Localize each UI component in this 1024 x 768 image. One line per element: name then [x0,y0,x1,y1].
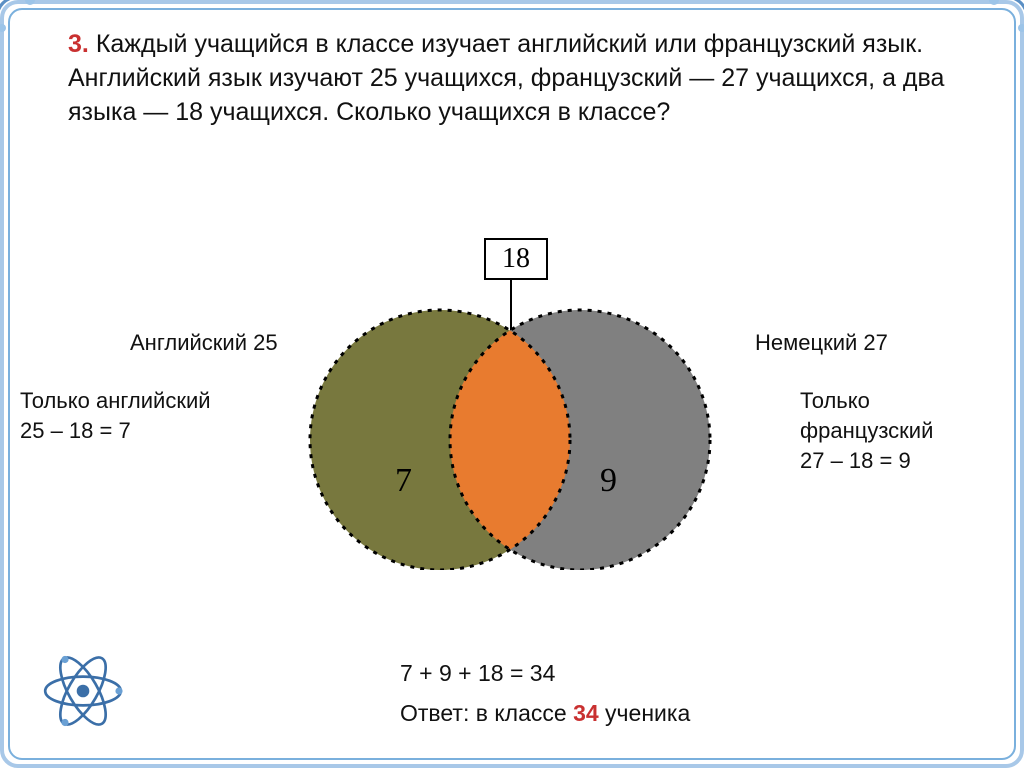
answer-suffix: ученика [599,700,691,726]
problem-number: 3. [68,30,89,58]
calc-right-only-expr: 27 – 18 = 9 [800,448,911,474]
calc-right-only-title-1: Только [800,388,870,414]
label-right-set: Немецкий 27 [755,330,888,356]
atom-icon [38,646,128,736]
calc-right-only-title-2: французский [800,418,933,444]
answer-prefix: Ответ: в классе [400,700,573,726]
solution-sum: 7 + 9 + 18 = 34 [400,660,555,687]
corner-ornament-top-left [0,0,42,42]
answer-value: 34 [573,700,599,726]
calc-left-only-expr: 25 – 18 = 7 [20,418,131,444]
intersection-value: 18 [502,243,530,274]
calc-left-only-title: Только английский [20,388,211,414]
label-left-set: Английский 25 [130,330,278,356]
venn-right-value: 9 [600,462,617,500]
solution-answer: Ответ: в классе 34 ученика [400,700,690,727]
corner-ornament-top-right [982,0,1024,42]
problem-body: Каждый учащийся в классе изучает английс… [68,30,944,126]
problem-text: 3. Каждый учащийся в классе изучает англ… [68,28,964,129]
venn-left-value: 7 [395,462,412,500]
intersection-value-box: 18 [484,238,548,280]
venn-diagram [290,280,730,570]
